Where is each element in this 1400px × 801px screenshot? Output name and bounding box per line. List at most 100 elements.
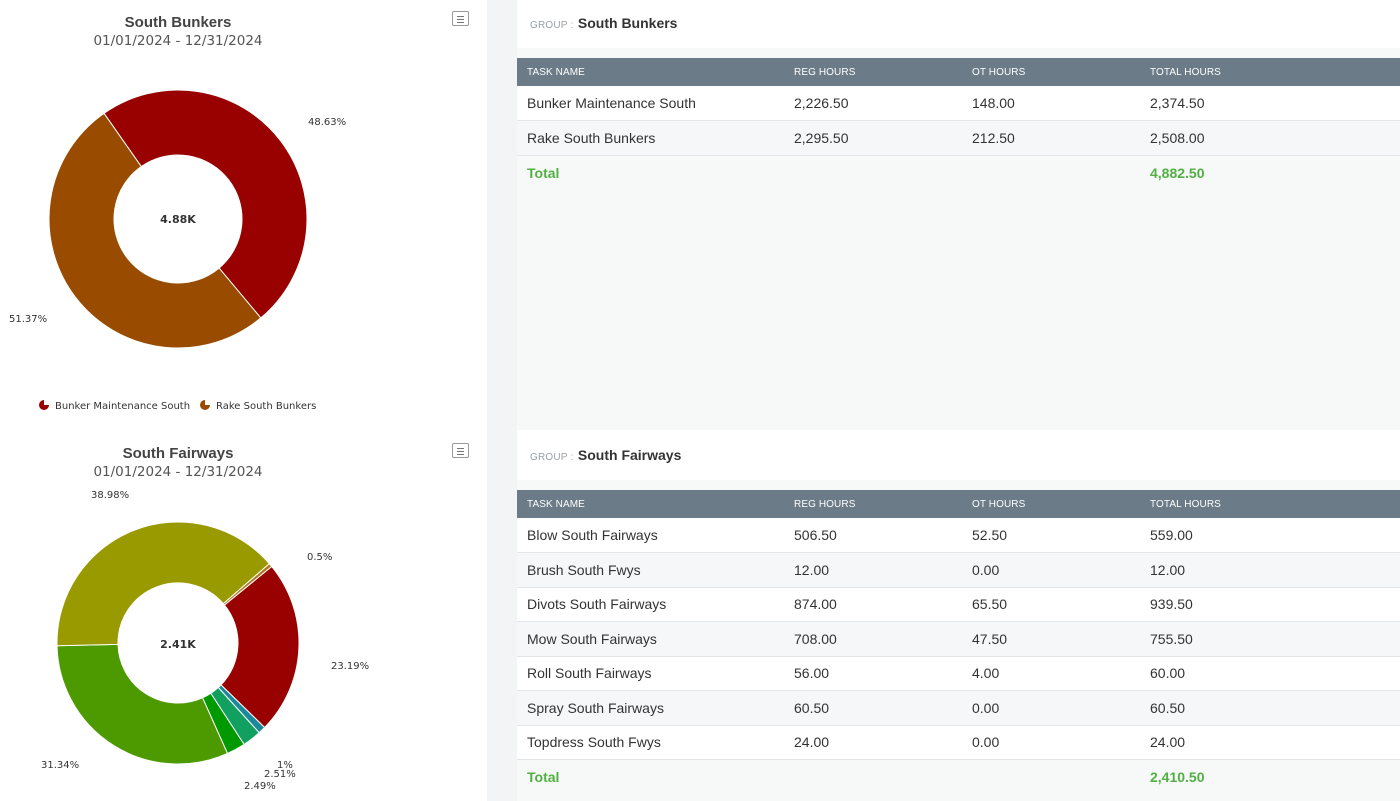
ot-hours-cell: 4.00 — [962, 656, 1140, 691]
slice-label: 0.5% — [307, 552, 332, 563]
total-label: Total — [517, 759, 784, 794]
pie-legend-icon-wedge — [205, 399, 211, 405]
group-table: TASK NAME REG HOURS OT HOURS TOTAL HOURS… — [517, 490, 1400, 794]
task-name-cell: Rake South Bunkers — [517, 120, 784, 156]
pie-legend-icon-wedge — [44, 399, 50, 405]
ot-hours-cell: 148.00 — [962, 86, 1140, 121]
column-header-ot-hours[interactable]: OT HOURS — [972, 66, 1026, 78]
task-name-cell: Topdress South Fwys — [517, 725, 784, 760]
south-bunkers-group-panel: GROUP : South Bunkers TASK NAME REG HOUR… — [517, 0, 1400, 430]
reg-hours-cell: 24.00 — [784, 725, 962, 760]
slice-label: 51.37% — [9, 314, 47, 325]
legend-item-rake-south-bunkers[interactable]: Rake South Bunkers — [200, 399, 316, 412]
total-row: Total 2,410.50 — [517, 759, 1400, 794]
chart-title: South Fairways — [123, 445, 234, 462]
group-name: South Fairways — [577, 447, 682, 463]
table-row[interactable]: Rake South Bunkers 2,295.50 212.50 2,508… — [517, 120, 1400, 156]
task-name-cell: Mow South Fairways — [517, 621, 784, 657]
reg-hours-cell: 874.00 — [784, 587, 962, 622]
column-header-total-hours[interactable]: TOTAL HOURS — [1150, 498, 1221, 510]
task-name-cell: Spray South Fairways — [517, 690, 784, 726]
total-label: Total — [517, 155, 784, 190]
ot-hours-cell: 0.00 — [962, 690, 1140, 726]
column-header-ot-hours[interactable]: OT HOURS — [972, 498, 1026, 510]
task-name-cell: Roll South Fairways — [517, 656, 784, 691]
ot-hours-cell: 65.50 — [962, 587, 1140, 622]
table-row[interactable]: Topdress South Fwys 24.00 0.00 24.00 — [517, 725, 1400, 760]
donut-slices — [48, 89, 308, 349]
chart-title: South Bunkers — [125, 14, 232, 31]
slice-label: 48.63% — [308, 117, 346, 128]
column-header-task-name[interactable]: TASK NAME — [527, 498, 585, 510]
chart-menu-icon[interactable] — [452, 11, 469, 26]
table-row[interactable]: Bunker Maintenance South 2,226.50 148.00… — [517, 86, 1400, 121]
south-bunkers-chart-panel: South Bunkers 01/01/2024 - 12/31/2024 4.… — [0, 0, 487, 432]
south-fairways-group-panel: GROUP : South Fairways TASK NAME REG HOU… — [517, 432, 1400, 801]
ot-hours-cell: 0.00 — [962, 725, 1140, 760]
donut-center-total: 4.88K — [160, 213, 196, 226]
pie-slice-divots-south-fairways[interactable] — [56, 643, 229, 765]
pie-slice-bunker-maintenance-south[interactable] — [103, 89, 308, 319]
slice-label: 23.19% — [331, 661, 369, 672]
legend-label: Rake South Bunkers — [216, 401, 316, 412]
chart-menu-icon[interactable] — [452, 443, 469, 458]
pie-legend-icon — [39, 399, 50, 410]
total-hours-cell: 559.00 — [1140, 518, 1400, 553]
total-hours-cell: 755.50 — [1140, 621, 1400, 657]
total-hours-cell: 2,374.50 — [1140, 86, 1400, 121]
ot-hours-cell: 47.50 — [962, 621, 1140, 657]
total-hours-cell: 60.00 — [1140, 656, 1400, 691]
table-row[interactable]: Roll South Fairways 56.00 4.00 60.00 — [517, 656, 1400, 691]
table-header-row: TASK NAME REG HOURS OT HOURS TOTAL HOURS — [517, 490, 1400, 518]
table-row[interactable]: Brush South Fwys 12.00 0.00 12.00 — [517, 552, 1400, 588]
total-hours-value: 4,882.50 — [1140, 155, 1400, 190]
table-header-row: TASK NAME REG HOURS OT HOURS TOTAL HOURS — [517, 58, 1400, 86]
reg-hours-cell: 2,295.50 — [784, 120, 962, 156]
donut-center-total: 2.41K — [160, 638, 196, 651]
column-header-task-name[interactable]: TASK NAME — [527, 66, 585, 78]
group-table: TASK NAME REG HOURS OT HOURS TOTAL HOURS… — [517, 58, 1400, 190]
pie-slice-rake-south-bunkers[interactable] — [48, 112, 262, 349]
slice-label: 31.34% — [41, 760, 79, 771]
reg-hours-cell: 2,226.50 — [784, 86, 962, 121]
ot-hours-cell: 212.50 — [962, 120, 1140, 156]
task-name-cell: Brush South Fwys — [517, 552, 784, 588]
south-fairways-chart-panel: South Fairways 01/01/2024 - 12/31/2024 2… — [0, 432, 487, 801]
task-name-cell: Blow South Fairways — [517, 518, 784, 553]
group-label: GROUP : — [530, 20, 574, 31]
reg-hours-cell: 12.00 — [784, 552, 962, 588]
table-row[interactable]: Divots South Fairways 874.00 65.50 939.5… — [517, 587, 1400, 622]
table-row[interactable]: Spray South Fairways 60.50 0.00 60.50 — [517, 690, 1400, 726]
south-bunkers-donut-chart: South Bunkers 01/01/2024 - 12/31/2024 4.… — [9, 14, 346, 412]
group-label: GROUP : — [530, 452, 574, 463]
total-hours-cell: 939.50 — [1140, 587, 1400, 622]
pie-legend-icon — [200, 399, 211, 410]
slice-label: 38.98% — [91, 490, 129, 501]
group-header: GROUP : South Bunkers — [517, 0, 1400, 48]
column-header-total-hours[interactable]: TOTAL HOURS — [1150, 66, 1221, 78]
total-hours-cell: 24.00 — [1140, 725, 1400, 760]
column-header-reg-hours[interactable]: REG HOURS — [794, 498, 856, 510]
panel-divider — [487, 0, 517, 801]
ot-hours-cell: 0.00 — [962, 552, 1140, 588]
pie-slice-blow-south-fairways[interactable] — [220, 565, 300, 729]
reg-hours-cell: 506.50 — [784, 518, 962, 553]
reg-hours-cell: 56.00 — [784, 656, 962, 691]
table-row[interactable]: Blow South Fairways 506.50 52.50 559.00 — [517, 518, 1400, 553]
total-hours-cell: 60.50 — [1140, 690, 1400, 726]
reg-hours-cell: 60.50 — [784, 690, 962, 726]
south-fairways-donut-chart: South Fairways 01/01/2024 - 12/31/2024 2… — [41, 445, 369, 792]
pie-slice-mow-south-fairways[interactable] — [56, 521, 271, 647]
group-header: GROUP : South Fairways — [517, 432, 1400, 480]
total-hours-cell: 2,508.00 — [1140, 120, 1400, 156]
table-row[interactable]: Mow South Fairways 708.00 47.50 755.50 — [517, 621, 1400, 657]
group-name: South Bunkers — [577, 15, 678, 31]
task-name-cell: Divots South Fairways — [517, 587, 784, 622]
legend-label: Bunker Maintenance South — [55, 401, 190, 412]
column-header-reg-hours[interactable]: REG HOURS — [794, 66, 856, 78]
slice-label: 1% — [277, 760, 293, 771]
reg-hours-cell: 708.00 — [784, 621, 962, 657]
legend-item-bunker-maintenance-south[interactable]: Bunker Maintenance South — [39, 399, 190, 412]
ot-hours-cell: 52.50 — [962, 518, 1140, 553]
task-name-cell: Bunker Maintenance South — [517, 86, 784, 121]
